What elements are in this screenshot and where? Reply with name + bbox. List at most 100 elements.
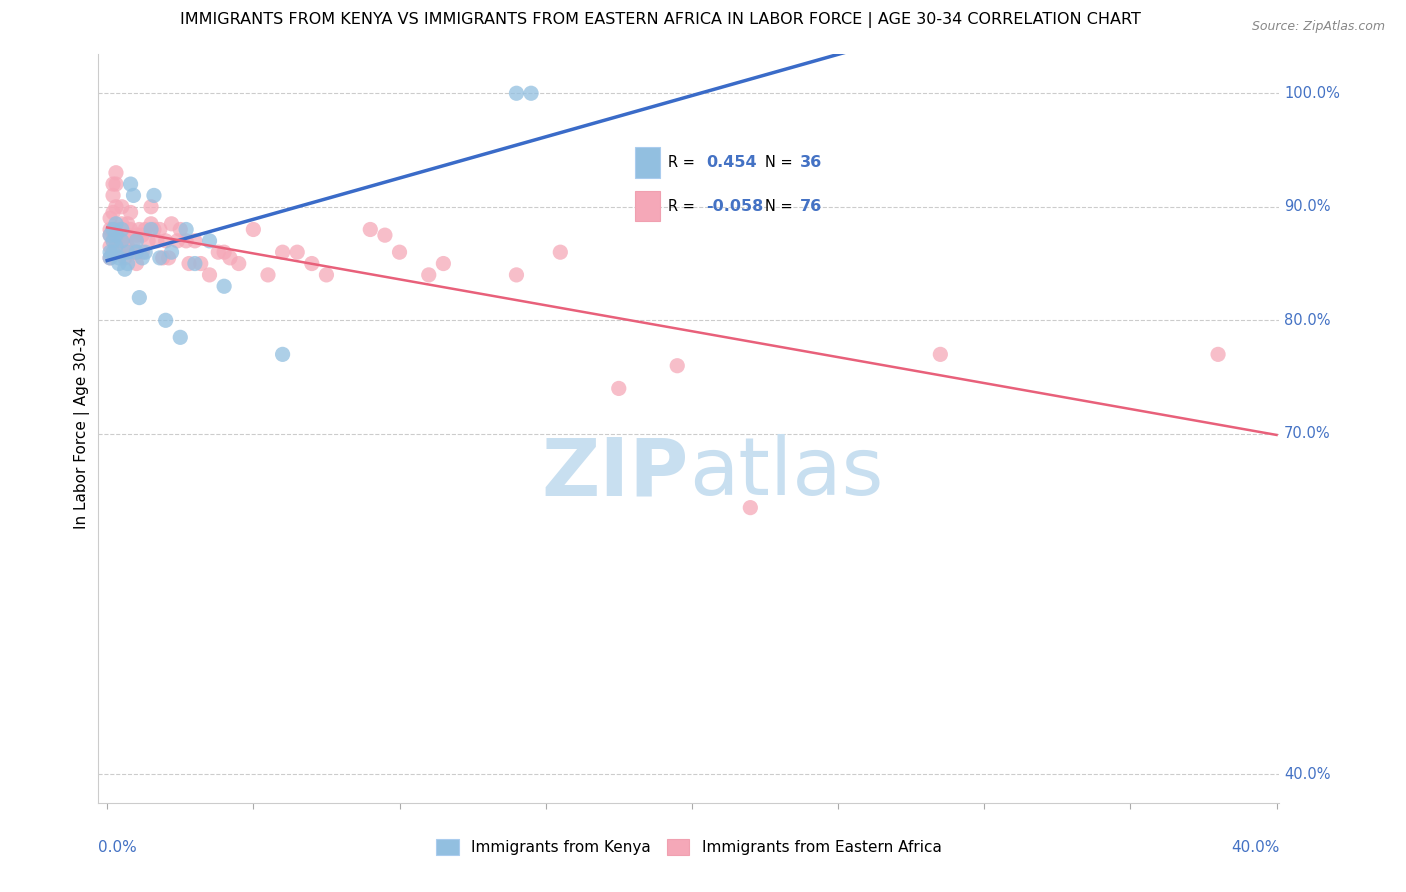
Point <box>98 222 121 236</box>
Point <box>271 347 294 361</box>
Point <box>152 251 174 265</box>
Point <box>101 188 124 202</box>
Point <box>120 222 142 236</box>
Point <box>114 251 136 265</box>
Point <box>198 268 221 282</box>
Point <box>98 245 121 260</box>
Point <box>108 234 131 248</box>
Point <box>257 268 280 282</box>
Text: ZIP: ZIP <box>541 434 689 512</box>
Point <box>143 222 166 236</box>
Point <box>285 245 308 260</box>
Point <box>122 234 145 248</box>
Point <box>101 234 124 248</box>
Point <box>128 222 150 236</box>
Point <box>128 291 150 305</box>
Point <box>117 245 139 260</box>
Point <box>160 245 183 260</box>
Legend: Immigrants from Kenya, Immigrants from Eastern Africa: Immigrants from Kenya, Immigrants from E… <box>430 833 948 861</box>
Point <box>134 222 156 236</box>
Point <box>157 251 180 265</box>
Text: IMMIGRANTS FROM KENYA VS IMMIGRANTS FROM EASTERN AFRICA IN LABOR FORCE | AGE 30-: IMMIGRANTS FROM KENYA VS IMMIGRANTS FROM… <box>180 12 1142 29</box>
Text: N =: N = <box>765 154 797 169</box>
Text: 40.0%: 40.0% <box>1232 840 1279 855</box>
Point <box>190 256 212 270</box>
Point <box>136 234 159 248</box>
Point <box>98 251 121 265</box>
Point <box>139 222 162 236</box>
Point <box>134 245 156 260</box>
Point <box>98 228 121 243</box>
Point <box>104 228 127 243</box>
Point <box>219 251 242 265</box>
Point <box>359 222 381 236</box>
Point <box>98 228 121 243</box>
Point <box>1206 347 1229 361</box>
Point <box>125 245 148 260</box>
Point <box>174 222 197 236</box>
Point <box>117 228 139 243</box>
Point <box>131 245 153 260</box>
Point <box>146 234 169 248</box>
Point <box>131 228 153 243</box>
Point <box>98 251 121 265</box>
Point <box>166 234 188 248</box>
Point <box>198 234 221 248</box>
Point <box>101 234 124 248</box>
Point <box>929 347 952 361</box>
Point <box>104 222 127 236</box>
Point <box>101 205 124 219</box>
Text: 80.0%: 80.0% <box>1284 313 1330 327</box>
Point <box>101 222 124 236</box>
Text: R =: R = <box>668 199 700 213</box>
Point <box>101 245 124 260</box>
Point <box>212 245 235 260</box>
Point <box>111 222 134 236</box>
Text: 90.0%: 90.0% <box>1284 199 1330 214</box>
Point <box>550 245 572 260</box>
Point <box>117 256 139 270</box>
Point <box>122 188 145 202</box>
Point <box>125 245 148 260</box>
Point <box>98 211 121 226</box>
Point <box>139 217 162 231</box>
Point <box>125 234 148 248</box>
Point <box>184 234 207 248</box>
Point <box>104 177 127 191</box>
Text: 0.454: 0.454 <box>706 154 756 169</box>
Point <box>228 256 250 270</box>
Point <box>169 222 191 236</box>
Point <box>155 234 177 248</box>
Point <box>242 222 264 236</box>
Point <box>117 239 139 253</box>
Point <box>104 217 127 231</box>
Point <box>101 177 124 191</box>
Point <box>131 251 153 265</box>
Point <box>184 256 207 270</box>
Point <box>388 245 411 260</box>
Point <box>104 166 127 180</box>
Point <box>374 228 396 243</box>
Point <box>125 256 148 270</box>
FancyBboxPatch shape <box>636 191 659 221</box>
Y-axis label: In Labor Force | Age 30-34: In Labor Force | Age 30-34 <box>75 326 90 530</box>
Text: atlas: atlas <box>689 434 883 512</box>
Point <box>117 217 139 231</box>
Point <box>108 222 131 236</box>
Point <box>111 228 134 243</box>
Point <box>212 279 235 293</box>
Point <box>104 200 127 214</box>
Point <box>432 256 454 270</box>
Point <box>108 245 131 260</box>
Point <box>101 222 124 236</box>
Point <box>740 500 762 515</box>
Text: 40.0%: 40.0% <box>1284 767 1330 782</box>
Point <box>520 87 543 101</box>
Point <box>174 234 197 248</box>
Point <box>104 239 127 253</box>
Point <box>120 177 142 191</box>
Point <box>114 239 136 253</box>
Point <box>114 262 136 277</box>
Point <box>315 268 337 282</box>
Point <box>111 200 134 214</box>
